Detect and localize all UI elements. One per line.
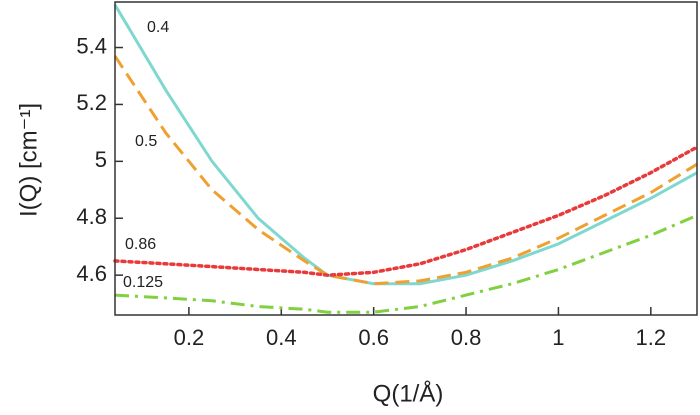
x-tick-label: 1.2 [636, 325, 667, 350]
x-axis-label: Q(1/Å) [373, 379, 444, 407]
line-series [114, 214, 698, 314]
x-tick-label: 0.8 [451, 325, 482, 350]
plot-frame [114, 1, 698, 316]
x-tick-label: 0.6 [358, 325, 389, 350]
y-tick-label: 4.8 [76, 204, 107, 229]
y-tick-label: 5.2 [76, 90, 107, 115]
x-tick-label: 0.4 [266, 325, 297, 350]
line-series [113, 4, 698, 286]
series-label: 0.4 [147, 19, 169, 36]
line-series [113, 145, 699, 277]
y-tick-label: 4.6 [76, 261, 107, 286]
y-tick-label: 5.4 [76, 33, 107, 58]
line-series [113, 55, 698, 286]
x-tick-label: 0.2 [174, 325, 205, 350]
series-label: 0.86 [125, 236, 156, 253]
series-label: 0.5 [135, 133, 157, 150]
y-axis-label: I(Q) [cm⁻¹] [15, 103, 42, 217]
y-tick-label: 5 [95, 147, 107, 172]
x-tick-label: 1 [552, 325, 564, 350]
series-label: 0.125 [123, 274, 163, 291]
